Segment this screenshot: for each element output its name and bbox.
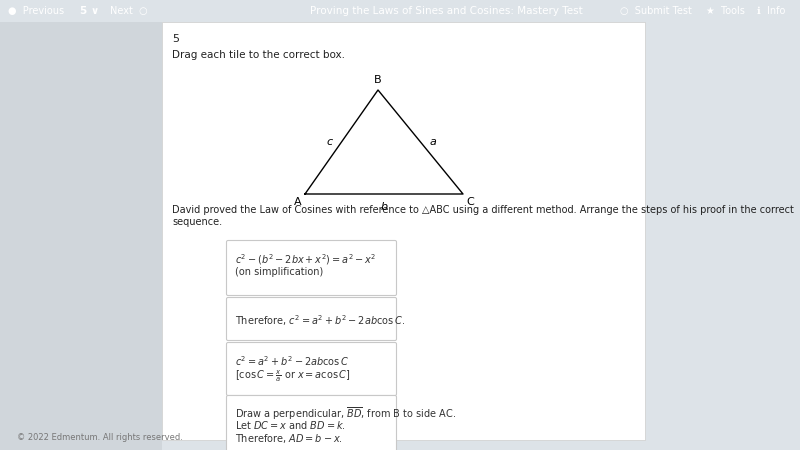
Text: © 2022 Edmentum. All rights reserved.: © 2022 Edmentum. All rights reserved. (17, 433, 183, 442)
Bar (0, 22, 162, 450)
Text: 5: 5 (172, 34, 179, 44)
Text: ○  Submit Test: ○ Submit Test (620, 6, 692, 16)
Text: A: A (294, 197, 302, 207)
Text: Let $DC=x$ and $BD=k$.: Let $DC=x$ and $BD=k$. (235, 419, 346, 431)
Text: Proving the Laws of Sines and Cosines: Mastery Test: Proving the Laws of Sines and Cosines: M… (310, 6, 582, 16)
Text: c: c (326, 137, 333, 147)
Text: b: b (381, 202, 387, 212)
Text: ★  Tools: ★ Tools (706, 6, 745, 16)
Text: ℹ  Info: ℹ Info (757, 6, 786, 16)
FancyBboxPatch shape (226, 240, 397, 296)
Text: ●  Previous: ● Previous (8, 6, 64, 16)
Text: Next  ○: Next ○ (110, 6, 148, 16)
Text: Drag each tile to the correct box.: Drag each tile to the correct box. (172, 50, 345, 60)
Bar (162, 22, 645, 440)
Text: $c^2-(b^2-2bx+x^2)=a^2-x^2$: $c^2-(b^2-2bx+x^2)=a^2-x^2$ (235, 252, 377, 267)
Text: $[\cos C=\frac{x}{a}$ or $x=a\cos C]$: $[\cos C=\frac{x}{a}$ or $x=a\cos C]$ (235, 369, 350, 384)
FancyBboxPatch shape (226, 342, 397, 396)
Text: 5 ∨: 5 ∨ (80, 6, 99, 16)
FancyBboxPatch shape (226, 396, 397, 450)
FancyBboxPatch shape (226, 297, 397, 341)
Text: David proved the Law of Cosines with reference to △ABC using a different method.: David proved the Law of Cosines with ref… (172, 205, 794, 227)
Text: a: a (429, 137, 436, 147)
Text: (on simplification): (on simplification) (235, 267, 323, 277)
Text: $c^2=a^2+b^2-2ab\cos C$: $c^2=a^2+b^2-2ab\cos C$ (235, 354, 350, 368)
Text: Therefore, $AD=b-x$.: Therefore, $AD=b-x$. (235, 432, 343, 445)
Text: Draw a perpendicular, $\overline{BD}$, from B to side AC.: Draw a perpendicular, $\overline{BD}$, f… (235, 406, 456, 423)
Text: B: B (374, 75, 382, 85)
Text: Therefore, $c^2=a^2+b^2-2ab\cos C$.: Therefore, $c^2=a^2+b^2-2ab\cos C$. (235, 313, 405, 328)
Text: C: C (466, 197, 474, 207)
